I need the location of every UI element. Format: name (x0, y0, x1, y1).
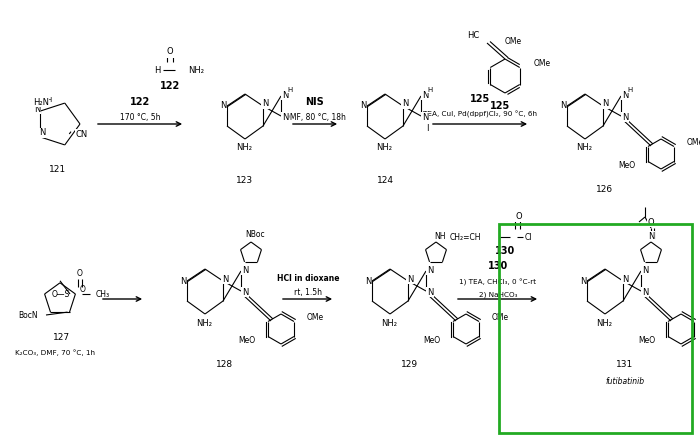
Text: CN: CN (76, 130, 88, 139)
Text: N: N (642, 288, 648, 297)
Text: 125: 125 (470, 94, 490, 104)
Text: H: H (154, 66, 160, 75)
Text: CH₂=CH: CH₂=CH (449, 233, 481, 242)
Text: O: O (77, 269, 83, 278)
Text: 122: 122 (160, 81, 180, 91)
Text: N: N (241, 288, 248, 297)
Text: NH₂: NH₂ (596, 318, 612, 328)
Text: N: N (365, 277, 371, 285)
Text: N: N (427, 266, 433, 274)
Text: O: O (516, 212, 522, 221)
Text: NIS: NIS (306, 97, 324, 107)
Text: 130: 130 (488, 261, 508, 271)
Text: N: N (282, 112, 288, 122)
Text: NH₂: NH₂ (376, 143, 392, 152)
Text: NH₂: NH₂ (381, 318, 397, 328)
Text: N: N (622, 112, 628, 122)
Text: MeO: MeO (423, 336, 440, 345)
Text: O: O (648, 218, 654, 226)
Text: 121: 121 (50, 164, 66, 174)
Text: 2) NaHCO₃: 2) NaHCO₃ (479, 292, 517, 298)
Text: H: H (627, 87, 633, 93)
Text: CH₃: CH₃ (96, 289, 110, 298)
Text: 123: 123 (237, 175, 253, 185)
Text: MeO: MeO (238, 336, 255, 345)
Text: H₂N: H₂N (33, 98, 49, 107)
Text: H: H (428, 87, 433, 93)
Text: N: N (602, 99, 608, 108)
Text: 130: 130 (495, 246, 515, 256)
Text: OMe: OMe (533, 59, 551, 68)
Text: MeO: MeO (618, 161, 635, 170)
Text: 127: 127 (53, 333, 71, 341)
Text: MeO: MeO (638, 336, 655, 345)
Text: N: N (642, 266, 648, 274)
Text: N: N (648, 231, 654, 241)
Text: NBoc: NBoc (245, 230, 265, 238)
Text: O: O (80, 285, 86, 293)
Text: 122: 122 (130, 97, 150, 107)
Text: N: N (262, 99, 268, 108)
Text: N: N (622, 91, 628, 99)
Text: 128: 128 (216, 360, 234, 369)
Text: N: N (427, 288, 433, 297)
Text: 129: 129 (401, 360, 419, 369)
Text: N: N (407, 274, 413, 284)
Text: Cl: Cl (525, 233, 533, 242)
Text: HCl in dioxane: HCl in dioxane (276, 274, 340, 282)
Text: NH₂: NH₂ (188, 66, 204, 75)
Text: N: N (422, 112, 428, 122)
Text: DMF, 80 °C, 18h: DMF, 80 °C, 18h (284, 112, 346, 122)
Text: I: I (426, 123, 428, 132)
Text: OMe: OMe (492, 313, 509, 322)
Text: NH₂: NH₂ (576, 143, 592, 152)
Text: H: H (288, 87, 293, 93)
Text: 126: 126 (596, 185, 614, 194)
Text: N: N (282, 91, 288, 99)
Text: N: N (402, 99, 408, 108)
Text: N: N (422, 91, 428, 99)
Text: HC: HC (467, 31, 479, 40)
Text: BocN: BocN (18, 310, 38, 320)
Text: O: O (167, 48, 174, 56)
Text: NH: NH (434, 231, 446, 241)
Text: N: N (34, 105, 41, 114)
Text: OMe: OMe (687, 138, 700, 147)
Text: 124: 124 (377, 175, 393, 185)
Text: K₂CO₃, DMF, 70 °C, 1h: K₂CO₃, DMF, 70 °C, 1h (15, 349, 95, 357)
Text: O—S: O—S (52, 289, 70, 298)
Text: 1) TEA, CHCl₃, 0 °C-rt: 1) TEA, CHCl₃, 0 °C-rt (459, 278, 537, 285)
Text: N: N (180, 277, 186, 285)
Text: N: N (241, 266, 248, 274)
Text: H: H (47, 97, 52, 103)
Text: N: N (39, 128, 46, 138)
Text: OMe: OMe (505, 37, 522, 47)
Text: N: N (580, 277, 586, 285)
Text: 170 °C, 5h: 170 °C, 5h (120, 112, 160, 122)
Text: 131: 131 (617, 360, 634, 369)
Text: N: N (360, 102, 366, 111)
Text: 125: 125 (490, 101, 510, 111)
Text: N: N (220, 102, 226, 111)
Text: N: N (222, 274, 228, 284)
Text: NH₂: NH₂ (236, 143, 252, 152)
Text: N: N (560, 102, 566, 111)
Text: OMe: OMe (307, 313, 324, 322)
Text: futibatinib: futibatinib (606, 377, 645, 385)
Text: TEA, CuI, Pd(dppf)Cl₂, 90 °C, 6h: TEA, CuI, Pd(dppf)Cl₂, 90 °C, 6h (423, 111, 537, 118)
Text: NH₂: NH₂ (196, 318, 212, 328)
Text: N: N (622, 274, 628, 284)
Text: rt, 1.5h: rt, 1.5h (294, 288, 322, 297)
